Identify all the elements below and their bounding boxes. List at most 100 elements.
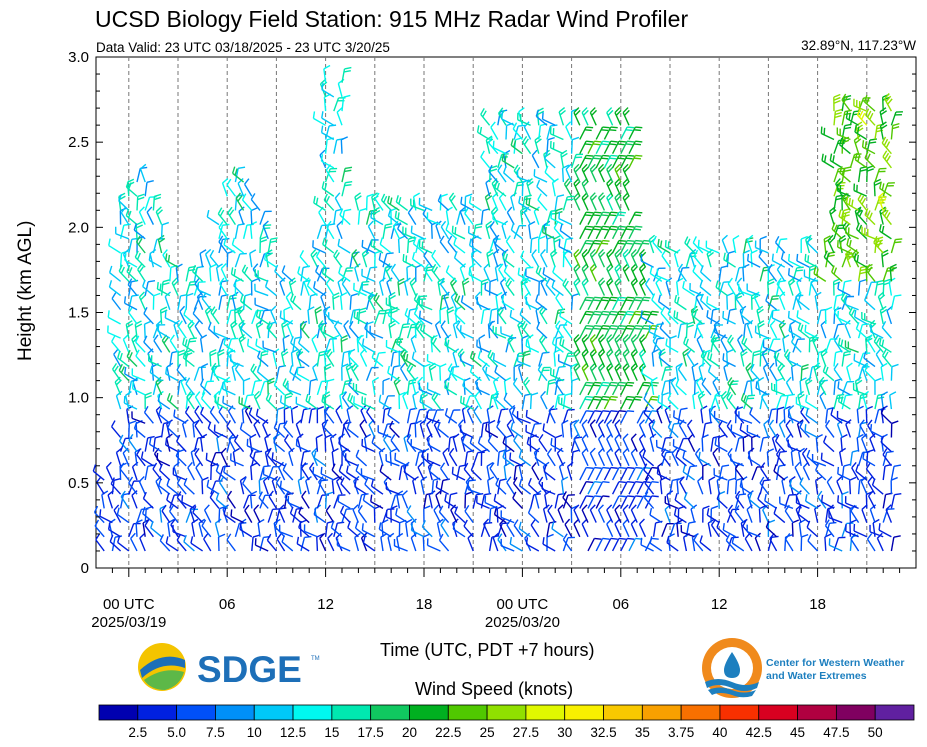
wind-barb — [238, 334, 246, 353]
wind-barb — [292, 366, 305, 381]
wind-barb — [316, 479, 329, 495]
wind-barb — [233, 434, 245, 453]
colorbar-tick-label: 15 — [324, 725, 339, 740]
wind-barb — [123, 396, 138, 410]
wind-barb — [262, 419, 269, 438]
colorbar-cell — [409, 704, 449, 721]
wind-barb — [125, 208, 138, 226]
wind-barb — [240, 322, 253, 339]
wind-barb — [324, 378, 335, 395]
colorbar-tick-label: 42.5 — [746, 725, 772, 740]
wind-barb — [266, 321, 277, 339]
wind-barb — [237, 177, 245, 197]
wind-barb — [221, 177, 229, 197]
wind-barb — [231, 166, 245, 183]
wind-barb — [116, 507, 130, 524]
wind-barb — [140, 451, 154, 467]
colorbar-tick-label: 20 — [402, 725, 417, 740]
wind-barb — [209, 249, 220, 268]
wind-barb — [99, 509, 113, 524]
colorbar-tick-label: 35 — [635, 725, 650, 740]
wind-barb — [123, 296, 138, 311]
wind-barb — [318, 476, 327, 495]
wind-barb — [267, 377, 275, 395]
wind-barb — [144, 435, 155, 452]
wind-barb — [135, 235, 146, 254]
wind-barb — [143, 335, 154, 353]
wind-barb — [235, 192, 245, 211]
cw3e-name-line2: and Water Extremes — [766, 670, 867, 682]
wind-barb — [182, 337, 195, 353]
wind-barb — [308, 378, 318, 395]
wind-barb — [311, 334, 319, 353]
colorbar-cell — [564, 704, 604, 721]
wind-barb — [301, 462, 310, 481]
wind-barb — [124, 253, 138, 268]
colorbar-tick-label: 25 — [480, 725, 495, 740]
wind-barb — [246, 338, 261, 353]
wind-barb — [167, 421, 179, 438]
wind-barb — [156, 452, 171, 467]
wind-barb — [207, 322, 220, 339]
wind-barb — [295, 438, 310, 453]
wind-barb — [279, 395, 294, 410]
wind-barb — [94, 519, 105, 538]
wind-barb — [230, 509, 244, 524]
wind-barb — [204, 305, 213, 325]
wind-barb — [220, 263, 228, 282]
wind-barb — [156, 282, 171, 297]
colorbar-cell — [447, 704, 488, 721]
wind-barb — [107, 325, 121, 339]
wind-barb — [221, 382, 236, 396]
wind-barb — [217, 207, 228, 226]
wind-barb — [315, 434, 323, 452]
wind-barb — [271, 452, 285, 467]
wind-barb — [311, 447, 319, 467]
wind-barb — [209, 491, 220, 509]
colorbar-cell — [176, 704, 216, 721]
wind-barb — [115, 226, 130, 240]
wind-barb — [101, 490, 109, 509]
wind-barb — [107, 522, 121, 538]
wind-barb — [166, 493, 179, 509]
wind-barb — [276, 533, 286, 552]
colorbar-tick-label: 10 — [247, 725, 262, 740]
wind-barb — [241, 193, 253, 211]
wind-barb — [200, 392, 212, 410]
wind-barb — [259, 210, 272, 225]
wind-barb — [161, 504, 171, 523]
wind-barb — [252, 263, 261, 282]
wind-barb — [125, 320, 134, 339]
sdge-logo: SDGE TM — [138, 643, 320, 691]
colorbar-cell — [331, 704, 372, 721]
wind-barb — [283, 306, 291, 324]
wind-barb — [298, 520, 310, 538]
wind-barb — [275, 476, 286, 495]
wind-barb — [249, 449, 261, 467]
wind-barb — [220, 447, 228, 467]
wind-barb — [150, 521, 163, 538]
wind-barb — [305, 393, 318, 410]
wind-barb — [149, 365, 163, 382]
wind-barb — [157, 394, 171, 410]
colorbar-cell — [758, 704, 798, 721]
wind-barb — [136, 193, 145, 211]
wind-barb — [303, 524, 318, 538]
wind-barb — [186, 391, 195, 410]
wind-barb — [179, 305, 187, 325]
wind-barb — [313, 507, 327, 524]
wind-barb — [92, 464, 105, 481]
wind-barb — [144, 179, 154, 197]
wind-barb — [203, 504, 212, 523]
wind-barb — [155, 206, 163, 225]
wind-barb — [310, 249, 319, 268]
wind-barb — [255, 309, 269, 325]
colorbar-tick-label: 40 — [712, 725, 727, 740]
wind-barb — [199, 249, 207, 268]
colorbar-cell — [603, 704, 643, 721]
wind-barb — [143, 307, 154, 325]
wind-barb — [223, 337, 236, 353]
wind-barb — [169, 334, 179, 353]
wind-barb — [234, 252, 247, 268]
wind-barb — [253, 504, 261, 523]
